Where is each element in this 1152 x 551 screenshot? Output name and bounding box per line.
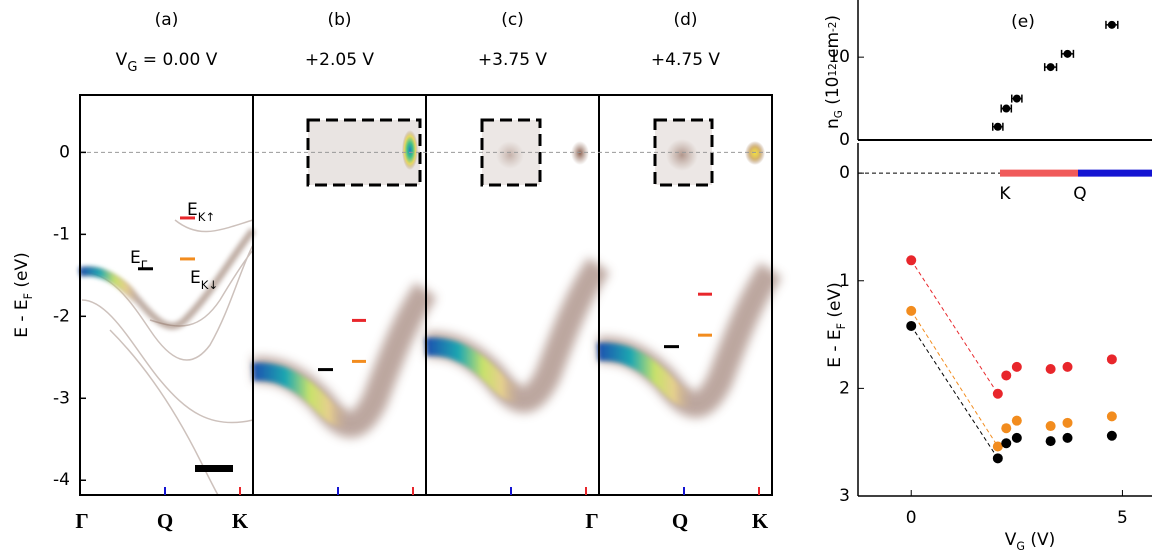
y-tick-label: -3 [53, 388, 70, 408]
label-part: (eV) [12, 252, 32, 293]
point [1011, 432, 1022, 443]
point [1106, 430, 1117, 441]
point [1002, 104, 1011, 113]
point [992, 441, 1003, 452]
panel-frame [79, 94, 254, 496]
x-tick-label: K [232, 509, 249, 533]
point [1001, 370, 1012, 381]
label-part: G [127, 60, 137, 75]
connector [910, 310, 999, 447]
point [906, 305, 917, 316]
panel-label: (c) [501, 10, 524, 30]
label: EK↑ [187, 200, 215, 224]
annotation: Q [1073, 184, 1086, 204]
label-part: E [190, 268, 201, 288]
connector [910, 260, 999, 395]
label-part: E [187, 200, 198, 220]
point [1106, 354, 1117, 365]
point [1011, 361, 1022, 372]
annotation: K [999, 184, 1011, 204]
y-tick-label: 0 [839, 130, 850, 150]
y-tick-label: -1 [53, 224, 70, 244]
point [1045, 436, 1056, 447]
point [906, 255, 917, 266]
label-part: n [823, 118, 843, 129]
label: E - EF (eV) [825, 282, 848, 368]
label-part: G [833, 110, 845, 118]
y-tick-label: 2 [839, 378, 850, 398]
label: E - EF (eV) [12, 252, 35, 338]
point [1063, 49, 1072, 58]
x-tick-label: K [752, 509, 769, 533]
label-part: = 0.00 V [137, 50, 217, 70]
point [1045, 421, 1056, 432]
label-part: Γ [141, 258, 148, 272]
y-tick-label: 0 [59, 142, 70, 162]
label-part: 12 [827, 63, 839, 76]
x-tick-label: Γ [75, 509, 88, 533]
point [906, 320, 917, 331]
label-part: F [22, 293, 35, 299]
label: VG (V) [1005, 530, 1056, 551]
y-tick-label: 0 [839, 163, 850, 183]
label-part: (eV) [825, 282, 845, 323]
point [1062, 432, 1073, 443]
label: +3.75 V [478, 50, 547, 70]
label-part: E - E [825, 329, 845, 367]
y-tick-label: 10 [828, 47, 850, 67]
point [993, 122, 1002, 131]
point [1012, 94, 1021, 103]
label: VG = 0.00 V [116, 50, 218, 75]
y-tick-label: -2 [53, 306, 70, 326]
point [1062, 361, 1073, 372]
label-part: cm [823, 32, 843, 63]
point [1001, 438, 1012, 449]
panel-frame [598, 94, 773, 496]
label-part: -2 [827, 22, 839, 32]
x-tick-label: 0 [906, 508, 917, 528]
label-part: +3.75 V [478, 50, 547, 70]
point [992, 453, 1003, 464]
point [1062, 417, 1073, 428]
label-part: +4.75 V [651, 50, 720, 70]
label-part: (10 [823, 77, 843, 111]
label-part: K↓ [201, 278, 218, 292]
label: EK↓ [190, 268, 218, 292]
label: +4.75 V [651, 50, 720, 70]
label-part: +2.05 V [305, 50, 374, 70]
point [1046, 63, 1055, 72]
label-part: E [130, 248, 141, 268]
x-tick-label: 5 [1117, 508, 1128, 528]
label-part: (V) [1025, 530, 1055, 550]
label-part: V [116, 50, 128, 70]
label-part: G [1016, 540, 1025, 551]
y-tick-label: 1 [839, 271, 850, 291]
label-part: E - E [12, 299, 32, 337]
panel-label: (e) [1011, 12, 1035, 32]
y-tick-label: 3 [839, 486, 850, 506]
x-tick-label: Γ [585, 509, 598, 533]
panel-label: (b) [327, 10, 351, 30]
label-part: F [835, 323, 848, 329]
x-tick-label: Q [672, 509, 688, 533]
point [1106, 411, 1117, 422]
panel-label: (d) [673, 10, 697, 30]
label: EΓ [130, 248, 148, 272]
label-part: K↑ [198, 210, 215, 224]
panel-label: (a) [155, 10, 179, 30]
point [1045, 364, 1056, 375]
x-tick-label: Q [157, 509, 173, 533]
connector [910, 325, 999, 459]
label: nG (1012 cm-2) [823, 15, 845, 129]
y-tick-label: -4 [53, 470, 70, 490]
point [1107, 20, 1116, 29]
point [1001, 423, 1012, 434]
label-part: V [1005, 530, 1017, 550]
label-part: ) [823, 15, 843, 22]
label: +2.05 V [305, 50, 374, 70]
point [1011, 415, 1022, 426]
point [992, 388, 1003, 399]
